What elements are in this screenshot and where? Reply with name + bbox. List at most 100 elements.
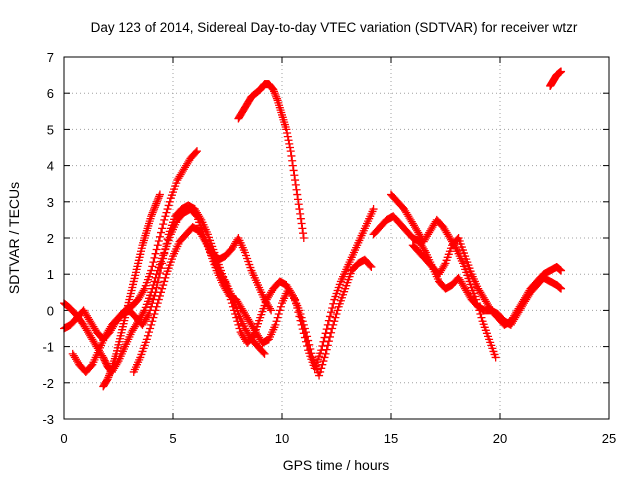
x-axis-label: GPS time / hours [283, 457, 390, 473]
data-point [148, 262, 157, 271]
data-point [333, 306, 342, 315]
y-tick-label: -2 [42, 376, 54, 391]
data-point [153, 195, 162, 204]
data-point [157, 288, 166, 297]
data-point [155, 192, 164, 201]
x-tick-label: 10 [275, 431, 289, 446]
data-point [145, 328, 154, 337]
data-point [304, 336, 313, 345]
data-point [316, 367, 325, 376]
data-point [319, 357, 328, 366]
data-point [161, 244, 170, 253]
data-point [142, 335, 151, 344]
data-point [298, 317, 307, 326]
data-points [60, 67, 566, 391]
data-point [150, 253, 159, 262]
data-point [150, 205, 159, 214]
data-point [259, 348, 268, 357]
data-point [269, 85, 278, 94]
data-point [270, 89, 279, 98]
plot-frame [63, 56, 610, 420]
data-point [295, 205, 304, 214]
data-point [192, 147, 201, 156]
data-point [158, 259, 167, 268]
y-tick-label: 2 [47, 231, 54, 246]
data-point [294, 200, 303, 209]
data-point [557, 266, 566, 275]
data-point [147, 266, 156, 275]
data-point [474, 302, 483, 311]
series-track-a [60, 205, 378, 376]
data-point [557, 284, 566, 293]
data-point [288, 161, 297, 170]
data-point [163, 205, 172, 214]
data-point [332, 310, 341, 319]
data-point [298, 224, 307, 233]
data-point [150, 310, 159, 319]
data-point [157, 228, 166, 237]
data-point [152, 302, 161, 311]
data-point [154, 237, 163, 246]
data-point [440, 261, 449, 270]
data-point [285, 139, 294, 148]
data-point [146, 324, 155, 333]
data-point [557, 67, 566, 76]
data-point [273, 313, 282, 322]
data-point [289, 166, 298, 175]
data-point [296, 310, 305, 319]
data-point [155, 268, 164, 277]
data-point [291, 180, 300, 189]
data-point [155, 190, 164, 199]
data-point [317, 364, 326, 373]
data-point [292, 185, 301, 194]
data-point [299, 229, 308, 238]
data-point [106, 367, 115, 376]
data-point [152, 283, 161, 292]
series-track-g [234, 80, 308, 242]
y-tick-label: 6 [47, 86, 54, 101]
data-point [148, 208, 157, 217]
data-point [191, 148, 200, 157]
data-point [155, 232, 164, 241]
data-point [473, 299, 482, 308]
data-point [149, 258, 158, 267]
axis-ticks: 0 5 10 15 20 25 -3 -2 -1 0 1 2 3 4 5 6 7 [42, 50, 616, 446]
x-tick-label: 5 [169, 431, 176, 446]
data-point [147, 212, 156, 221]
data-point [476, 310, 485, 319]
data-point [321, 349, 330, 358]
data-point [272, 317, 281, 326]
data-point [297, 219, 306, 228]
x-tick-label: 15 [384, 431, 398, 446]
data-point [274, 310, 283, 319]
data-point [103, 375, 112, 384]
data-point [158, 224, 167, 233]
data-point [159, 281, 168, 290]
data-point [325, 332, 334, 341]
data-point [286, 147, 295, 156]
series-track-k [546, 67, 566, 90]
data-point [150, 203, 159, 212]
data-point [283, 132, 292, 141]
data-point [267, 306, 276, 315]
data-point [165, 197, 174, 206]
data-point [322, 345, 331, 354]
data-point [320, 353, 329, 362]
data-point [324, 337, 333, 346]
data-point [105, 369, 114, 378]
data-point [105, 371, 114, 380]
data-point [293, 195, 302, 204]
data-point [299, 320, 308, 329]
data-point [266, 304, 275, 313]
data-point [159, 254, 168, 263]
data-point [295, 306, 304, 315]
data-point [155, 291, 164, 300]
data-point [330, 317, 339, 326]
data-point [143, 311, 152, 320]
data-point [323, 341, 332, 350]
data-point [477, 313, 486, 322]
data-point [162, 240, 171, 249]
data-point [284, 136, 293, 145]
chart-title: Day 123 of 2014, Sidereal Day-to-day VTE… [91, 20, 578, 35]
series-track-i [387, 190, 500, 362]
